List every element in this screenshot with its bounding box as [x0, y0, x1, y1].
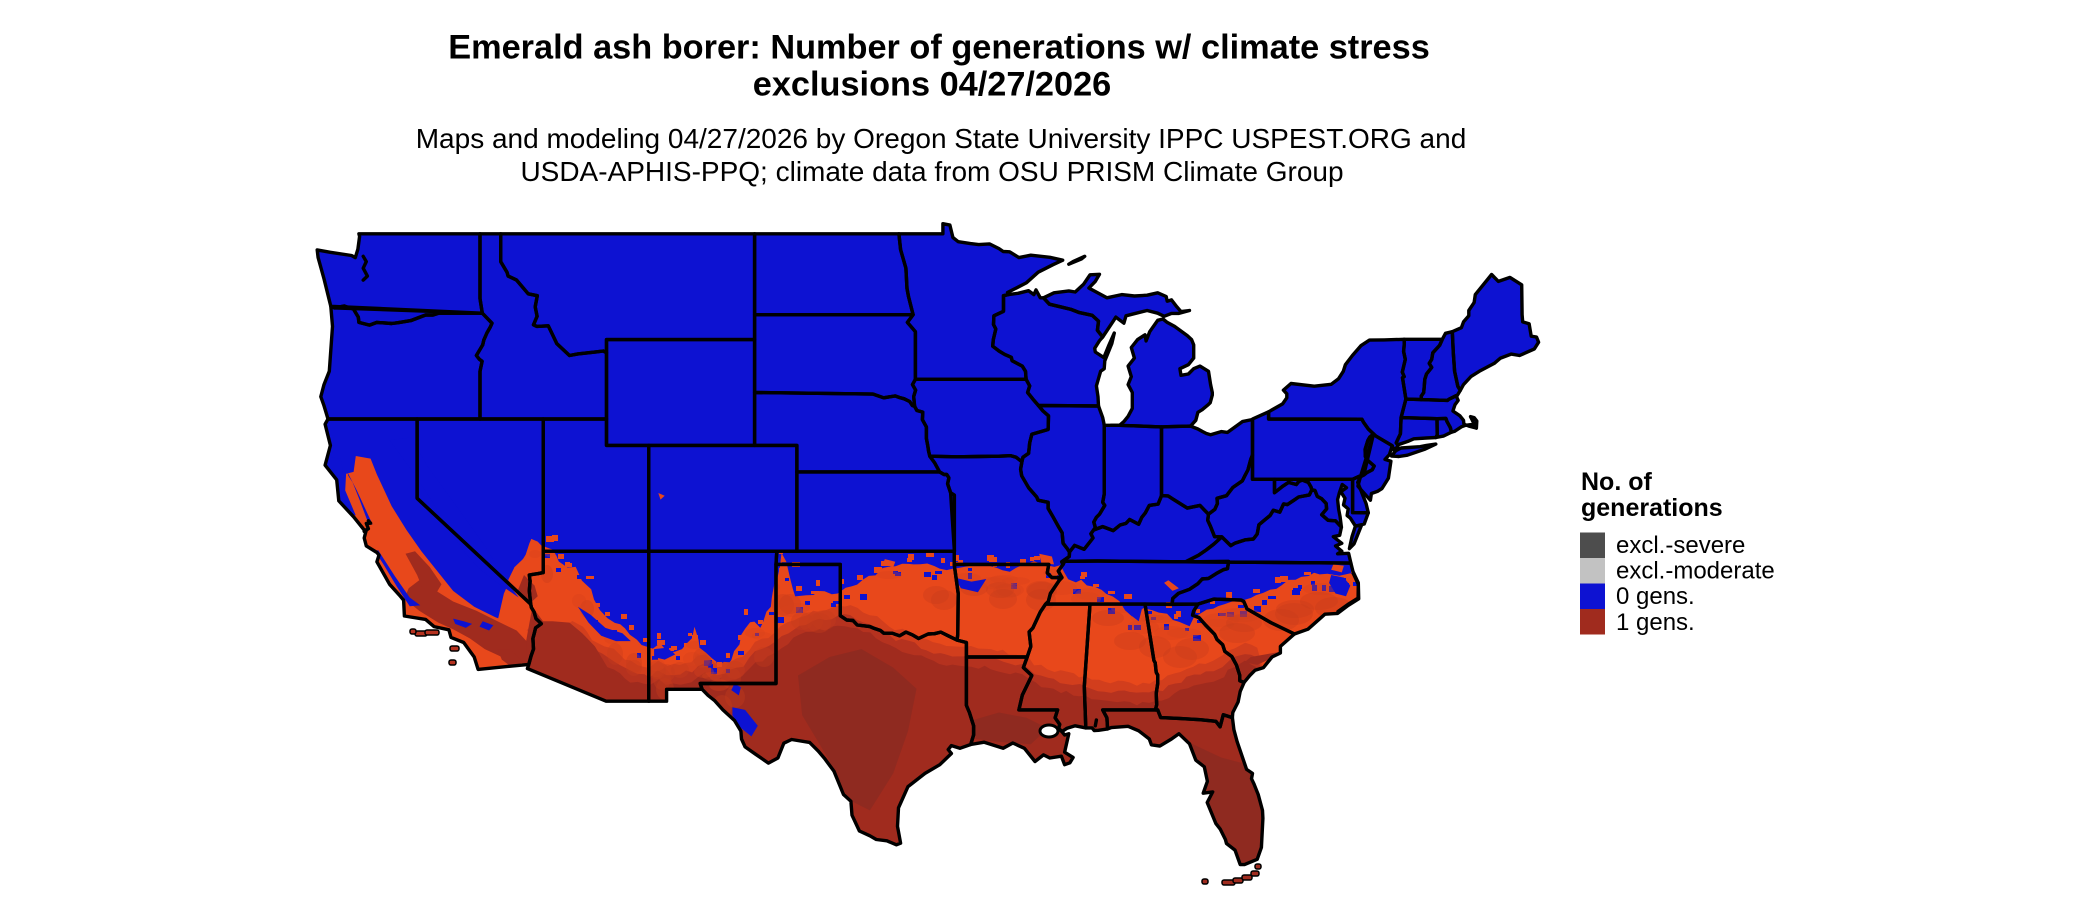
svg-text:exclusions 04/27/2026: exclusions 04/27/2026: [753, 66, 1111, 104]
svg-text:Emerald ash borer: Number of g: Emerald ash borer: Number of generations…: [448, 29, 1430, 67]
svg-text:excl.-moderate: excl.-moderate: [1616, 558, 1775, 585]
svg-text:generations: generations: [1581, 494, 1723, 522]
svg-text:USDA-APHIS-PPQ; climate data f: USDA-APHIS-PPQ; climate data from OSU PR…: [520, 156, 1343, 187]
svg-text:1 gens.: 1 gens.: [1616, 609, 1695, 636]
svg-text:excl.-severe: excl.-severe: [1616, 532, 1745, 559]
svg-text:Maps and modeling 04/27/2026 b: Maps and modeling 04/27/2026 by Oregon S…: [416, 123, 1467, 154]
svg-text:0 gens.: 0 gens.: [1616, 583, 1695, 610]
svg-text:No. of: No. of: [1581, 468, 1652, 496]
